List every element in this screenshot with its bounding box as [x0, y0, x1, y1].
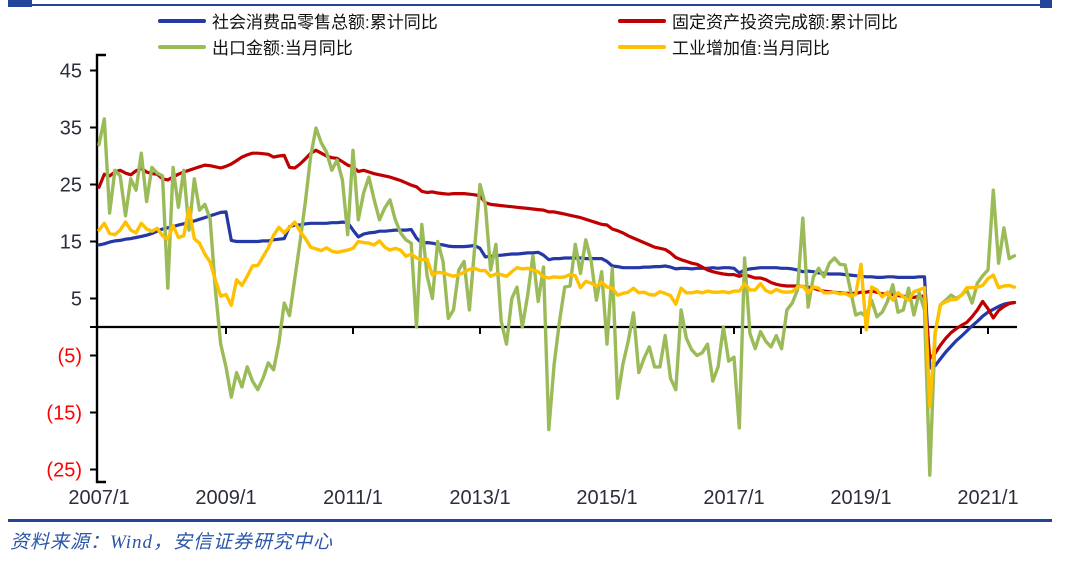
legend-label: 工业增加值:当月同比: [672, 39, 830, 58]
legend-label: 社会消费品零售总额:累计同比: [212, 13, 438, 32]
legend-line-marker-yellow: [618, 44, 666, 49]
x-tick-label: 2013/1: [449, 487, 510, 509]
legend-label: 固定资产投资完成额:累计同比: [672, 13, 898, 32]
legend-line-marker-green: [158, 44, 206, 49]
legend-line-marker-blue: [158, 18, 206, 23]
y-tick-label: (5): [58, 346, 82, 368]
y-axis: [95, 53, 106, 484]
series-line: [97, 117, 1017, 477]
y-tick-label: (15): [46, 403, 82, 425]
data-source-note: 资料来源：Wind，安信证券研究中心: [10, 532, 334, 553]
y-tick-label: 25: [60, 175, 82, 197]
legend-item-export: 出口金额:当月同比: [158, 34, 353, 59]
x-tick-label: 2011/1: [323, 487, 383, 509]
x-tick-label: 2019/1: [830, 487, 891, 509]
y-tick-label: 5: [71, 289, 82, 311]
legend-item-retail: 社会消费品零售总额:累计同比: [158, 8, 438, 33]
x-tick-label: 2007/1: [68, 487, 129, 509]
footer-rule: [8, 519, 1052, 522]
x-tick-label: 2017/1: [703, 487, 764, 509]
legend-item-fai: 固定资产投资完成额:累计同比: [618, 8, 898, 33]
top-rule-left-block: [8, 0, 32, 7]
legend-item-industrial: 工业增加值:当月同比: [618, 34, 830, 59]
y-tick-label: 45: [60, 61, 82, 83]
x-tick-label: 2021/1: [957, 487, 1018, 509]
x-tick-label: 2015/1: [576, 487, 637, 509]
series-line: [97, 206, 1017, 409]
y-tick-label: 15: [60, 232, 82, 254]
y-tick-label: (25): [46, 460, 82, 482]
x-tick-label: 2009/1: [195, 487, 256, 509]
legend-line-marker-red: [618, 18, 666, 23]
legend-label: 出口金额:当月同比: [212, 39, 353, 58]
top-rule-right-block: [1040, 0, 1052, 8]
top-rule: [8, 4, 1052, 6]
y-tick-label: 35: [60, 118, 82, 140]
